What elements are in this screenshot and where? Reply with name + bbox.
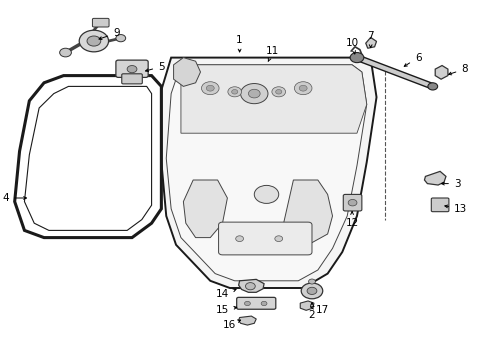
Polygon shape bbox=[365, 37, 376, 48]
Circle shape bbox=[347, 199, 356, 206]
Text: 16: 16 bbox=[223, 320, 240, 330]
Text: 5: 5 bbox=[145, 62, 164, 72]
FancyBboxPatch shape bbox=[92, 18, 109, 27]
Circle shape bbox=[248, 89, 260, 98]
Circle shape bbox=[116, 35, 125, 42]
Circle shape bbox=[299, 85, 306, 91]
Circle shape bbox=[306, 287, 316, 294]
Circle shape bbox=[201, 82, 219, 95]
Text: 11: 11 bbox=[265, 46, 279, 62]
Polygon shape bbox=[173, 58, 200, 86]
FancyBboxPatch shape bbox=[218, 222, 311, 255]
Circle shape bbox=[206, 85, 214, 91]
Circle shape bbox=[127, 66, 137, 73]
Text: 14: 14 bbox=[215, 289, 236, 300]
Circle shape bbox=[79, 30, 108, 52]
Circle shape bbox=[308, 279, 315, 284]
Circle shape bbox=[244, 301, 250, 306]
Circle shape bbox=[427, 83, 437, 90]
Text: 17: 17 bbox=[310, 305, 329, 315]
Polygon shape bbox=[300, 301, 313, 310]
FancyBboxPatch shape bbox=[116, 60, 148, 77]
Polygon shape bbox=[424, 171, 445, 185]
Circle shape bbox=[274, 236, 282, 242]
FancyBboxPatch shape bbox=[343, 194, 361, 211]
Circle shape bbox=[60, 48, 71, 57]
Circle shape bbox=[87, 36, 101, 46]
Text: 2: 2 bbox=[308, 303, 315, 320]
FancyBboxPatch shape bbox=[430, 198, 448, 212]
Circle shape bbox=[235, 236, 243, 242]
Polygon shape bbox=[161, 58, 376, 288]
Circle shape bbox=[231, 90, 237, 94]
Circle shape bbox=[261, 301, 266, 306]
Polygon shape bbox=[183, 180, 227, 238]
Circle shape bbox=[240, 84, 267, 104]
Text: 9: 9 bbox=[99, 28, 120, 40]
Text: 13: 13 bbox=[444, 204, 467, 214]
Circle shape bbox=[271, 87, 285, 97]
FancyBboxPatch shape bbox=[122, 74, 142, 84]
Circle shape bbox=[245, 283, 255, 290]
Text: 10: 10 bbox=[345, 38, 358, 54]
Polygon shape bbox=[283, 180, 332, 245]
Polygon shape bbox=[238, 316, 256, 325]
Text: 7: 7 bbox=[366, 31, 373, 48]
Text: 12: 12 bbox=[345, 212, 358, 228]
Circle shape bbox=[254, 185, 278, 203]
Polygon shape bbox=[181, 65, 366, 133]
Polygon shape bbox=[166, 65, 366, 281]
Circle shape bbox=[275, 90, 281, 94]
Text: 4: 4 bbox=[2, 193, 26, 203]
Circle shape bbox=[349, 53, 363, 63]
Text: 6: 6 bbox=[404, 53, 421, 66]
FancyBboxPatch shape bbox=[236, 297, 275, 309]
Circle shape bbox=[227, 87, 241, 97]
Text: 8: 8 bbox=[448, 64, 467, 75]
Text: 1: 1 bbox=[236, 35, 243, 52]
Circle shape bbox=[294, 82, 311, 95]
Circle shape bbox=[301, 283, 322, 299]
Polygon shape bbox=[434, 66, 447, 79]
Text: 3: 3 bbox=[441, 179, 460, 189]
Polygon shape bbox=[238, 279, 264, 292]
Text: 15: 15 bbox=[215, 305, 236, 315]
